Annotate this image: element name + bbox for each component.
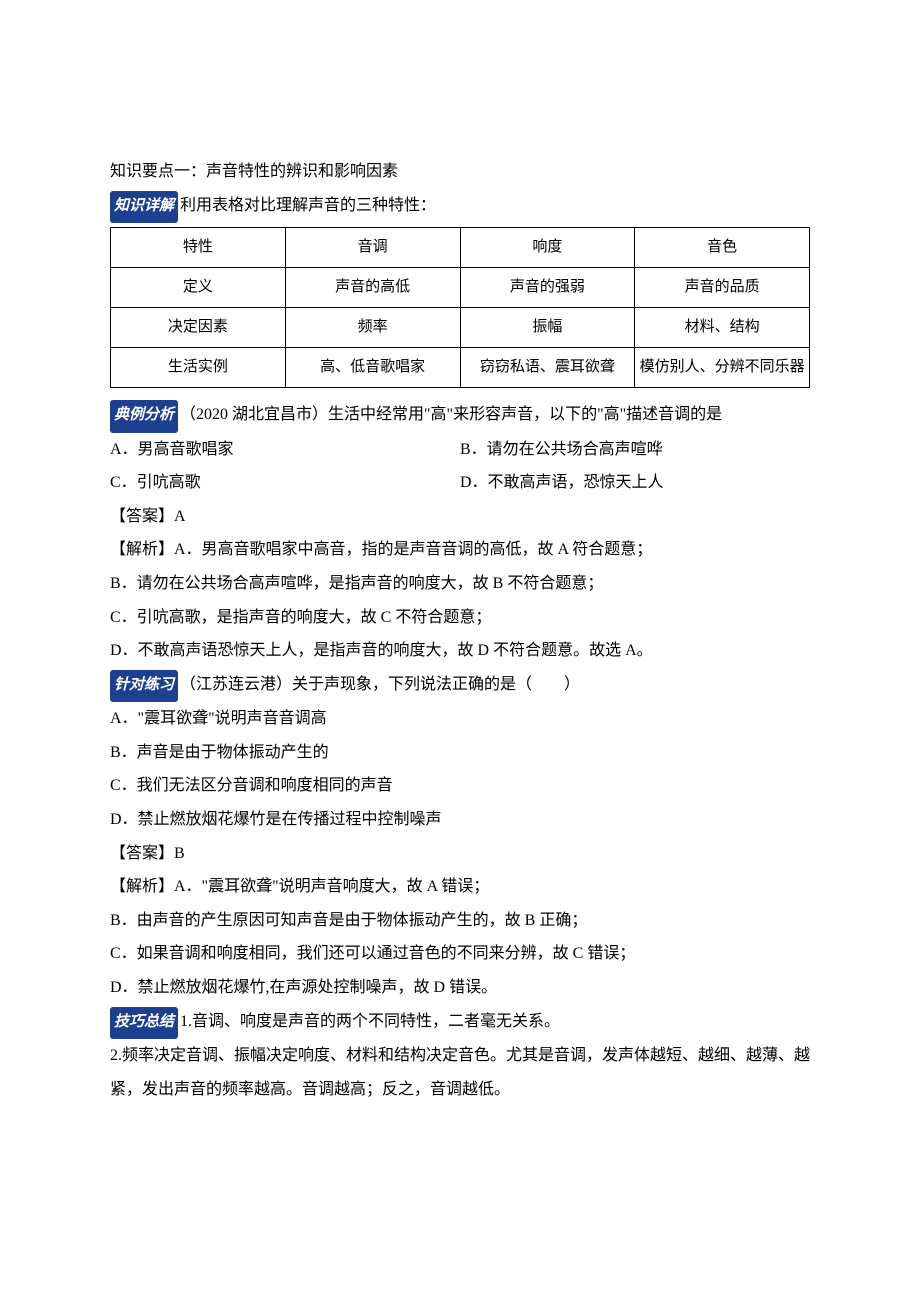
- skill-line-2: 2.频率决定音调、振幅决定响度、材料和结构决定音色。尤其是音调，发声体越短、越细…: [110, 1039, 810, 1106]
- table-cell: 声音的品质: [635, 268, 810, 308]
- section-title: 知识要点一：声音特性的辨识和影响因素: [110, 155, 810, 189]
- table-row: 生活实例 高、低音歌唱家 窃窃私语、震耳欲聋 模仿别人、分辨不同乐器: [111, 348, 810, 388]
- table-cell: 模仿别人、分辨不同乐器: [635, 348, 810, 388]
- example-option-c: C．引吭高歌: [110, 466, 460, 500]
- table-cell: 振幅: [460, 308, 635, 348]
- practice-analysis-line: D．禁止燃放烟花爆竹,在声源处控制噪声，故 D 错误。: [110, 971, 810, 1005]
- badge-knowledge-detail: 知识详解: [110, 191, 178, 224]
- table-cell: 响度: [460, 228, 635, 268]
- example-source-line: 典例分析（2020 湖北宜昌市）生活中经常用"高"来形容声音，以下的"高"描述音…: [110, 398, 810, 433]
- example-answer: 【答案】A: [110, 500, 810, 534]
- knowledge-intro-line: 知识详解利用表格对比理解声音的三种特性：: [110, 189, 810, 224]
- table-cell: 频率: [285, 308, 460, 348]
- practice-option-b: B．声音是由于物体振动产生的: [110, 736, 810, 770]
- example-option-b: B．请勿在公共场合高声喧哗: [460, 433, 810, 467]
- practice-option-c: C．我们无法区分音调和响度相同的声音: [110, 769, 810, 803]
- table-cell: 决定因素: [111, 308, 286, 348]
- document-page: 知识要点一：声音特性的辨识和影响因素 知识详解利用表格对比理解声音的三种特性： …: [0, 0, 920, 1166]
- example-analysis-line: 【解析】A．男高音歌唱家中高音，指的是声音音调的高低，故 A 符合题意；: [110, 533, 810, 567]
- table-cell: 定义: [111, 268, 286, 308]
- practice-answer: 【答案】B: [110, 837, 810, 871]
- table-row: 定义 声音的高低 声音的强弱 声音的品质: [111, 268, 810, 308]
- practice-source-line: 针对练习（江苏连云港）关于声现象，下列说法正确的是（ ）: [110, 668, 810, 703]
- knowledge-intro-text: 利用表格对比理解声音的三种特性：: [180, 197, 436, 214]
- table-cell: 声音的强弱: [460, 268, 635, 308]
- practice-analysis-line: B．由声音的产生原因可知声音是由于物体振动产生的，故 B 正确；: [110, 904, 810, 938]
- example-option-d: D．不敢高声语，恐惊天上人: [460, 466, 810, 500]
- practice-source-text: （江苏连云港）关于声现象，下列说法正确的是（ ）: [180, 676, 580, 693]
- example-option-a: A．男高音歌唱家: [110, 433, 460, 467]
- table-cell: 特性: [111, 228, 286, 268]
- table-cell: 声音的高低: [285, 268, 460, 308]
- table-cell: 生活实例: [111, 348, 286, 388]
- skill-line-1-text: 1.音调、响度是声音的两个不同特性，二者毫无关系。: [180, 1013, 560, 1030]
- characteristics-table: 特性 音调 响度 音色 定义 声音的高低 声音的强弱 声音的品质 决定因素 频率…: [110, 227, 810, 388]
- practice-analysis-line: C．如果音调和响度相同，我们还可以通过音色的不同来分辨，故 C 错误；: [110, 937, 810, 971]
- practice-analysis-line: 【解析】A．"震耳欲聋"说明声音响度大，故 A 错误；: [110, 870, 810, 904]
- example-source-text: （2020 湖北宜昌市）生活中经常用"高"来形容声音，以下的"高"描述音调的是: [180, 406, 722, 423]
- table-row: 决定因素 频率 振幅 材料、结构: [111, 308, 810, 348]
- badge-practice: 针对练习: [110, 670, 178, 703]
- badge-example-analysis: 典例分析: [110, 400, 178, 433]
- table-cell: 窃窃私语、震耳欲聋: [460, 348, 635, 388]
- example-options-row1: A．男高音歌唱家 B．请勿在公共场合高声喧哗: [110, 433, 810, 467]
- practice-option-d: D．禁止燃放烟花爆竹是在传播过程中控制噪声: [110, 803, 810, 837]
- example-options-row2: C．引吭高歌 D．不敢高声语，恐惊天上人: [110, 466, 810, 500]
- example-analysis-line: C．引吭高歌，是指声音的响度大，故 C 不符合题意；: [110, 601, 810, 635]
- table-cell: 音色: [635, 228, 810, 268]
- example-analysis-line: D．不敢高声语恐惊天上人，是指声音的响度大，故 D 不符合题意。故选 A。: [110, 634, 810, 668]
- example-analysis-line: B．请勿在公共场合高声喧哗，是指声音的响度大，故 B 不符合题意；: [110, 567, 810, 601]
- badge-skill-summary: 技巧总结: [110, 1007, 178, 1040]
- practice-option-a: A．"震耳欲聋"说明声音音调高: [110, 702, 810, 736]
- table-row: 特性 音调 响度 音色: [111, 228, 810, 268]
- table-cell: 高、低音歌唱家: [285, 348, 460, 388]
- table-cell: 音调: [285, 228, 460, 268]
- table-cell: 材料、结构: [635, 308, 810, 348]
- skill-line-1: 技巧总结1.音调、响度是声音的两个不同特性，二者毫无关系。: [110, 1005, 810, 1040]
